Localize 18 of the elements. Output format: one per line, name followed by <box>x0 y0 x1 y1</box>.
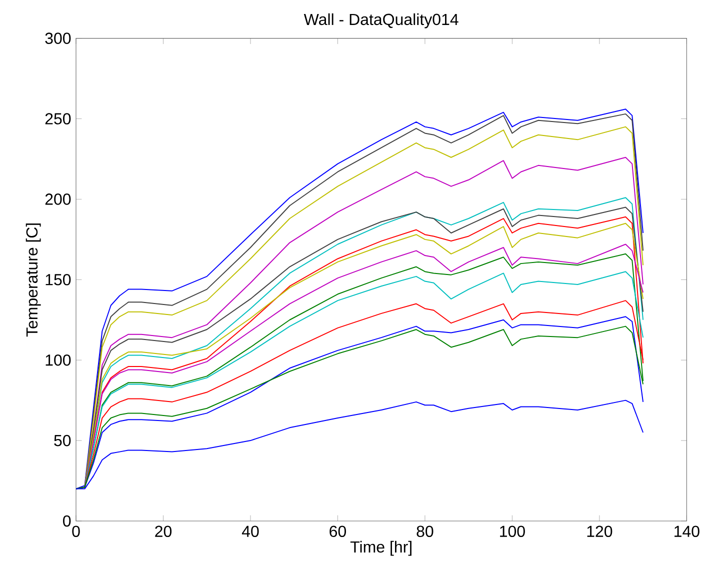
x-tick-label: 0 <box>72 526 80 538</box>
y-tick-label: 50 <box>54 434 71 446</box>
y-tick-label: 300 <box>45 32 71 44</box>
y-tick-label: 250 <box>45 113 71 124</box>
x-tick-label: 120 <box>587 526 612 538</box>
y-tick-label: 150 <box>46 274 71 286</box>
chart-title: Wall - DataQuality014 <box>304 13 458 28</box>
x-tick-label: 60 <box>330 526 346 538</box>
y-tick-label: 0 <box>63 515 71 527</box>
x-tick-label: 100 <box>500 526 525 538</box>
y-tick-label: 100 <box>46 354 71 366</box>
y-axis-title: Temperature [C] <box>26 223 41 337</box>
x-tick-label: 80 <box>416 526 434 538</box>
x-axis-title: Time [hr] <box>350 540 412 556</box>
x-tick-label: 40 <box>242 526 259 538</box>
x-tick-label: 20 <box>155 526 172 538</box>
x-tick-label: 140 <box>674 526 700 538</box>
y-tick-label: 200 <box>45 194 71 205</box>
